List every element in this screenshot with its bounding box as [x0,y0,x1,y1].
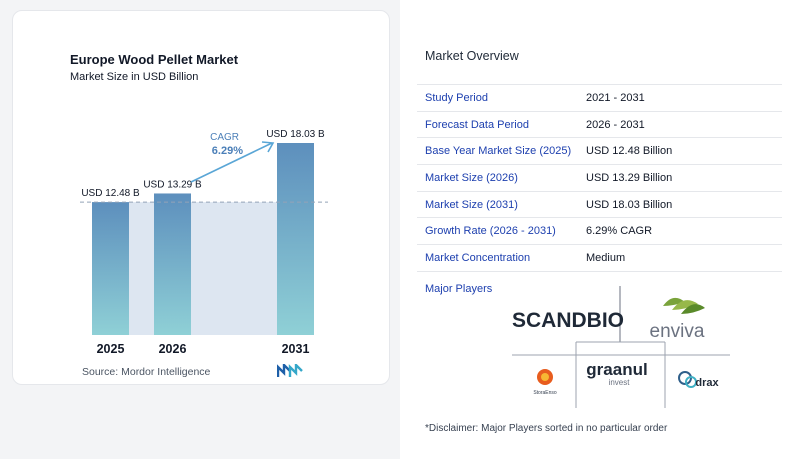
chart-subtitle: Market Size in USD Billion [70,71,199,83]
overview-row: Market Concentration Medium [417,244,782,272]
mordor-intelligence-logo-icon [277,364,303,377]
overview-key: Growth Rate (2026 - 2031) [417,217,586,246]
x-tick-label: 2031 [282,342,310,356]
x-tick-label: 2026 [159,342,187,356]
bar-2031 [277,143,314,335]
overview-value: 6.29% CAGR [586,217,782,246]
overview-key: Forecast Data Period [417,111,586,139]
drax-logo: drax [695,377,719,389]
storaenso-logo-icon [537,369,553,385]
major-players-title: Major Players [425,283,493,295]
overview-key: Market Concentration [417,244,586,272]
data-label: USD 13.29 B [143,179,202,190]
major-players-logos: SCANDBIO enviva StoraEnso graanul invest… [512,286,730,408]
overview-row: Growth Rate (2026 - 2031) 6.29% CAGR [417,217,782,246]
disclaimer-text: *Disclaimer: Major Players sorted in no … [425,423,668,434]
cagr-value: 6.29% [212,145,243,157]
overview-row: Market Size (2026) USD 13.29 Billion [417,164,782,192]
overview-key: Market Size (2026) [417,164,586,192]
overview-value: USD 12.48 Billion [586,137,782,166]
chart-title: Europe Wood Pellet Market [70,52,239,67]
overview-row: Study Period 2021 - 2031 [417,84,782,112]
overview-value: 2021 - 2031 [586,84,782,112]
enviva-logo-icon [663,297,705,314]
bar-2025 [92,202,129,335]
enviva-logo: enviva [650,321,705,342]
x-tick-label: 2025 [97,342,125,356]
scandbio-logo: SCANDBIO [512,309,624,332]
overview-value: USD 18.03 Billion [586,191,782,219]
drax-logo-icon [678,371,697,388]
overview-value: USD 13.29 Billion [586,164,782,192]
graanul-invest-logo: invest [609,378,631,387]
storaenso-logo: StoraEnso [533,390,557,396]
overview-key: Study Period [417,84,586,112]
bar-chart: USD 12.48 B 2025 USD 13.29 B 2026 USD 18.03 … [80,129,328,356]
cagr-arrow [190,141,275,183]
overview-key: Base Year Market Size (2025) [417,137,586,166]
overview-title: Market Overview [425,49,519,63]
overview-table: Study Period 2021 - 2031 Forecast Data Per… [417,84,782,272]
data-label: USD 12.48 B [81,188,140,199]
bar-2026 [154,193,191,335]
data-label: USD 18.03 B [266,129,325,140]
overview-value: Medium [586,244,782,272]
overview-row: Market Size (2031) USD 18.03 Billion [417,191,782,219]
overview-row: Base Year Market Size (2025) USD 12.48 Bi… [417,137,782,166]
overview-value: 2026 - 2031 [586,111,782,139]
base-band [129,202,277,335]
graanul-logo: graanul [586,360,647,379]
source-text: Source: Mordor Intelligence [82,366,211,378]
overview-row: Forecast Data Period 2026 - 2031 [417,111,782,139]
overview-key: Market Size (2031) [417,191,586,219]
cagr-label: CAGR [210,132,239,143]
